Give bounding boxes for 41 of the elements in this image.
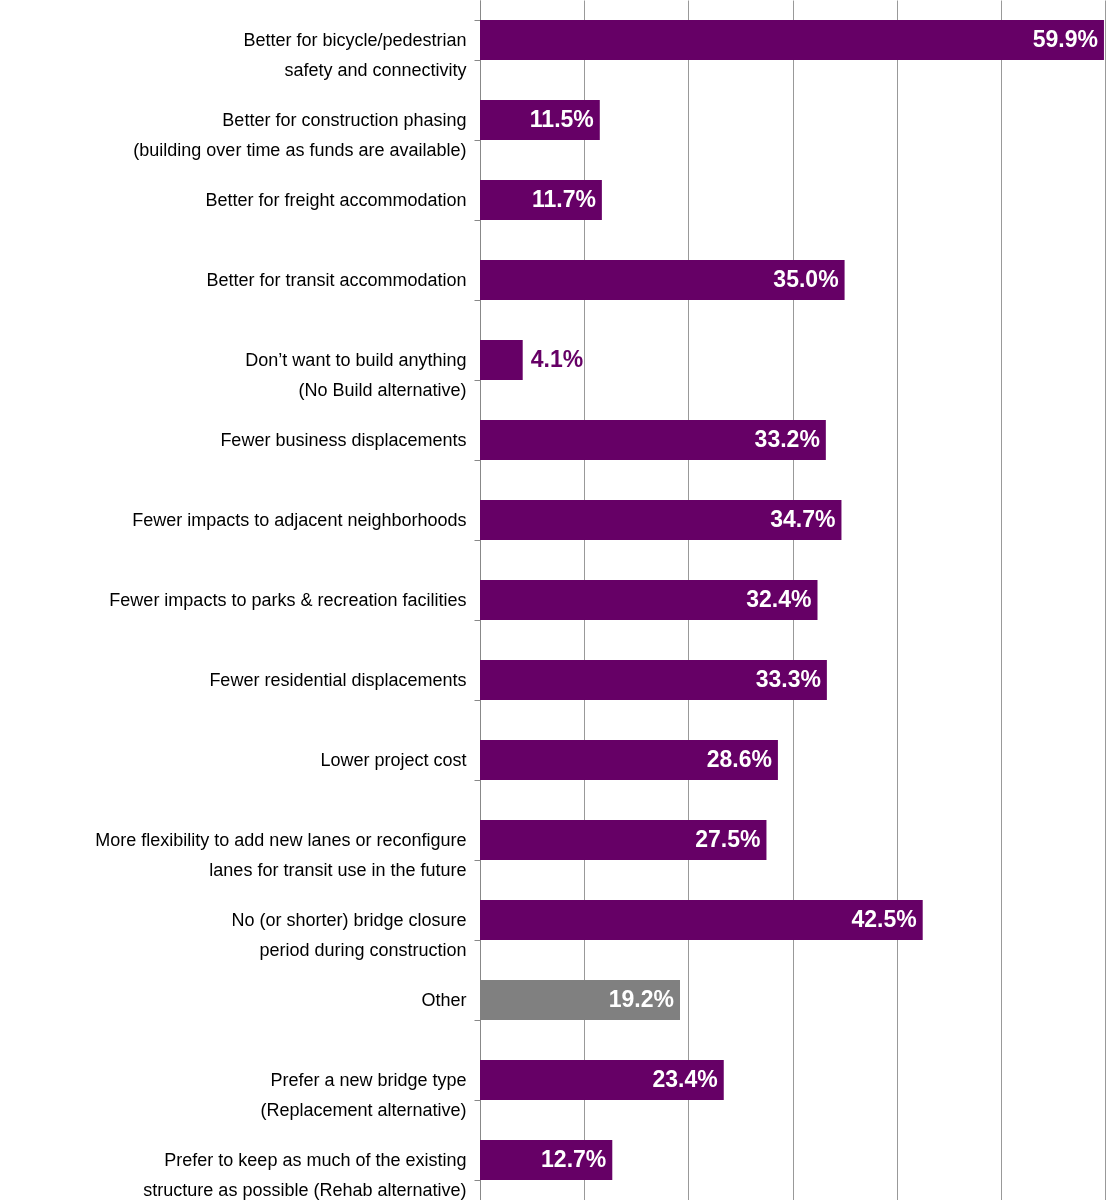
bar [480, 420, 826, 460]
data-label: 35.0% [773, 266, 839, 292]
y-tick-label: Better for bicycle/pedestrian safety and connectivity [243, 29, 467, 80]
bar [480, 260, 845, 300]
y-tick-label: Other [421, 989, 467, 1010]
y-tick-label: Fewer business displacements [220, 429, 467, 450]
data-label: 19.2% [608, 986, 674, 1012]
y-tick-label: Fewer impacts to parks & recreation facilities [109, 589, 467, 610]
bar [480, 580, 818, 620]
y-tick-label: Prefer a new bridge type (Replacement alternative) [260, 1069, 467, 1120]
data-label: 33.3% [755, 666, 821, 692]
y-tick-label: No (or shorter) bridge closure period during construction [231, 909, 467, 960]
y-tick-label: Fewer impacts to adjacent neighborhoods [132, 509, 467, 530]
data-label: 11.5% [529, 106, 594, 132]
bar [480, 660, 827, 700]
data-label: 28.6% [706, 746, 772, 772]
bar [480, 740, 778, 780]
bar [480, 20, 1104, 60]
data-label: 12.7% [541, 1146, 607, 1172]
bar [480, 820, 767, 860]
data-label: 27.5% [695, 826, 761, 852]
data-label: 23.4% [652, 1066, 718, 1092]
bar [480, 1060, 724, 1100]
y-tick-label: Fewer residential displacements [209, 669, 467, 690]
data-label: 11.7% [531, 186, 596, 212]
data-label: 4.1% [530, 346, 584, 372]
y-tick-label: Lower project cost [320, 749, 467, 770]
bar [480, 500, 842, 540]
data-label: 59.9% [1032, 26, 1098, 52]
data-label: 34.7% [770, 506, 836, 532]
bar [480, 340, 523, 380]
y-tick-label: Don’t want to build anything (No Build alternative) [245, 349, 467, 400]
data-label: 33.2% [754, 426, 820, 452]
y-tick-label: Better for transit accommodation [206, 269, 467, 290]
y-tick-label: Better for construction phasing (building over time as funds are available) [133, 109, 467, 160]
y-tick-label: Prefer to keep as much of the existing structure as possible (Rehab alternative) [143, 1149, 467, 1200]
data-label: 42.5% [851, 906, 917, 932]
y-tick-label: Better for freight accommodation [205, 189, 467, 210]
bar [480, 900, 923, 940]
data-label: 32.4% [746, 586, 812, 612]
y-tick-label: More flexibility to add new lanes or reconfigure lanes for transit use in the future [95, 829, 467, 880]
